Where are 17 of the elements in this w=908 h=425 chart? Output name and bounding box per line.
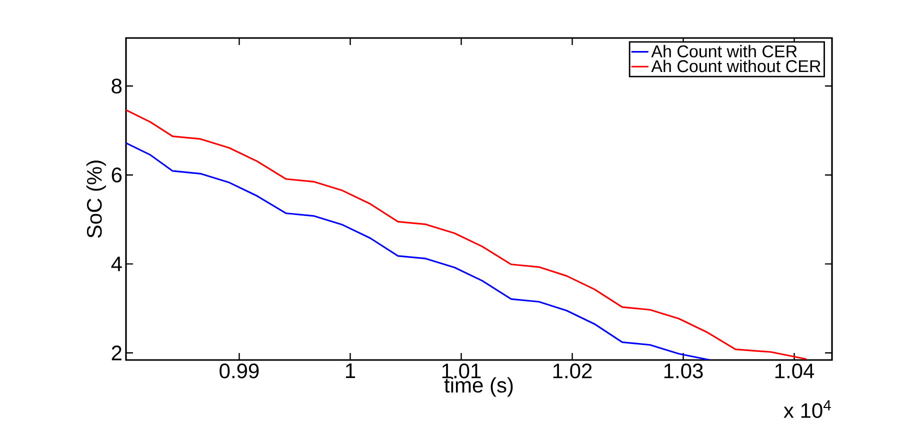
legend-label: Ah Count without CER bbox=[651, 60, 820, 72]
x-tick-label: 0.99 bbox=[220, 364, 259, 378]
y-tick-label: 4 bbox=[111, 256, 122, 272]
text: x 10$^{4}$ bbox=[784, 400, 831, 418]
line-series bbox=[126, 109, 808, 360]
x-tick-label: 1.02 bbox=[553, 364, 592, 378]
legend-label: Ah Count with CER bbox=[651, 44, 797, 58]
x-tick-label: 1 bbox=[346, 364, 356, 378]
line-series bbox=[126, 142, 711, 360]
x-tick-label: 1.01 bbox=[442, 364, 481, 378]
x-tick-label: 1.04 bbox=[775, 364, 814, 378]
y-axis-title: SoC (%) bbox=[86, 160, 106, 238]
y-tick-label: 6 bbox=[112, 168, 122, 182]
y-tick-label: 8 bbox=[112, 78, 122, 94]
x-axis-title: time (s) bbox=[444, 377, 513, 397]
x-tick-label: 1.03 bbox=[664, 364, 703, 378]
y-tick-label: 2 bbox=[112, 346, 122, 360]
